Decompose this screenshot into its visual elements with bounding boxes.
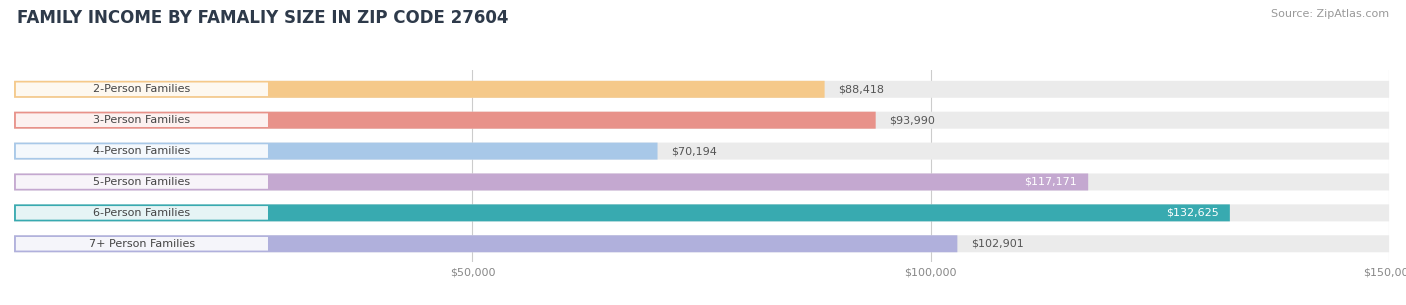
FancyBboxPatch shape (14, 143, 658, 160)
Text: $70,194: $70,194 (671, 146, 717, 156)
FancyBboxPatch shape (14, 204, 1389, 221)
Text: FAMILY INCOME BY FAMALIY SIZE IN ZIP CODE 27604: FAMILY INCOME BY FAMALIY SIZE IN ZIP COD… (17, 9, 509, 27)
FancyBboxPatch shape (15, 237, 269, 251)
FancyBboxPatch shape (15, 83, 269, 96)
FancyBboxPatch shape (14, 112, 876, 129)
FancyBboxPatch shape (15, 144, 269, 158)
FancyBboxPatch shape (15, 113, 269, 127)
Text: $117,171: $117,171 (1025, 177, 1077, 187)
Text: 2-Person Families: 2-Person Families (93, 84, 191, 94)
Text: $88,418: $88,418 (838, 84, 884, 94)
Text: 3-Person Families: 3-Person Families (93, 115, 190, 125)
Text: $132,625: $132,625 (1166, 208, 1219, 218)
FancyBboxPatch shape (14, 174, 1389, 191)
FancyBboxPatch shape (14, 112, 1389, 129)
Text: 6-Person Families: 6-Person Families (93, 208, 190, 218)
FancyBboxPatch shape (14, 174, 1088, 191)
FancyBboxPatch shape (15, 175, 269, 189)
FancyBboxPatch shape (14, 235, 1389, 252)
FancyBboxPatch shape (14, 143, 1389, 160)
Text: 4-Person Families: 4-Person Families (93, 146, 191, 156)
Text: 7+ Person Families: 7+ Person Families (89, 239, 195, 249)
FancyBboxPatch shape (15, 206, 269, 220)
Text: Source: ZipAtlas.com: Source: ZipAtlas.com (1271, 9, 1389, 19)
Text: $102,901: $102,901 (972, 239, 1024, 249)
FancyBboxPatch shape (14, 81, 824, 98)
FancyBboxPatch shape (14, 81, 1389, 98)
FancyBboxPatch shape (14, 204, 1230, 221)
Text: $93,990: $93,990 (890, 115, 935, 125)
Text: 5-Person Families: 5-Person Families (93, 177, 190, 187)
FancyBboxPatch shape (14, 235, 957, 252)
